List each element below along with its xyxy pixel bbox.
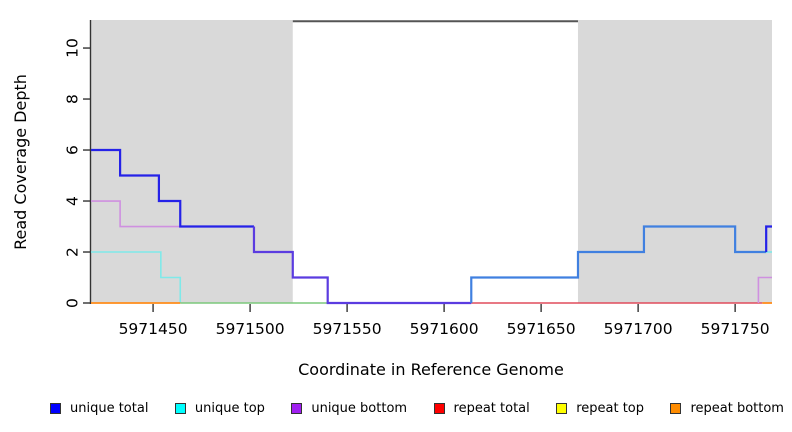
legend-swatch bbox=[291, 402, 303, 414]
legend-label: repeat top bbox=[576, 400, 644, 416]
legend-item-unique-top: unique top bbox=[174, 400, 265, 416]
x-tick-label: 5971700 bbox=[604, 320, 673, 338]
legend-label: repeat total bbox=[453, 400, 530, 416]
coverage-chart: 5971450 5971500 5971550 5971600 5971650 59717… bbox=[11, 20, 772, 379]
series-unique-total-left bbox=[91, 148, 254, 228]
y-tick-label: 4 bbox=[64, 196, 82, 206]
legend-item-repeat-total: repeat total bbox=[433, 400, 530, 416]
legend-swatch bbox=[433, 402, 445, 414]
right-shaded-region bbox=[577, 20, 772, 303]
legend-label: unique bottom bbox=[311, 400, 408, 416]
series-unique-total-mid-blend bbox=[252, 226, 472, 305]
chart-legend: unique total unique top unique bottom repea… bbox=[50, 398, 784, 418]
y-tick-label: 8 bbox=[64, 94, 82, 104]
x-axis-title: Coordinate in Reference Genome bbox=[298, 360, 564, 379]
legend-swatch bbox=[670, 402, 682, 414]
legend-item-unique-bottom: unique bottom bbox=[291, 401, 407, 416]
y-axis-title: Read Coverage Depth bbox=[11, 74, 30, 250]
x-tick-label: 5971500 bbox=[216, 320, 285, 338]
legend-label: unique total bbox=[70, 400, 149, 416]
x-tick-label: 5971750 bbox=[701, 320, 770, 338]
y-tick-label: 0 bbox=[64, 298, 82, 308]
legend-swatch bbox=[174, 402, 186, 414]
legend-item-unique-total: unique total bbox=[50, 401, 148, 416]
y-tick-label: 2 bbox=[64, 247, 82, 257]
series-unique-total-right bbox=[470, 225, 767, 303]
series-unique-top-left bbox=[91, 251, 182, 303]
legend-item-repeat-bottom: repeat bottom bbox=[670, 401, 784, 416]
series-unique-total-right-edge bbox=[765, 225, 772, 253]
legend-swatch bbox=[50, 402, 61, 414]
x-tick-label: 5971550 bbox=[313, 320, 382, 338]
left-shaded-region bbox=[91, 20, 293, 303]
series-unique-bottom-right bbox=[757, 276, 772, 303]
y-tick-label: 10 bbox=[64, 38, 82, 58]
legend-item-repeat-top: repeat top bbox=[556, 401, 644, 416]
x-tick-label: 5971650 bbox=[507, 320, 576, 338]
legend-label: repeat bottom bbox=[690, 400, 784, 416]
legend-swatch bbox=[556, 402, 568, 414]
x-tick-label: 5971600 bbox=[410, 320, 479, 338]
x-tick-label: 5971450 bbox=[119, 320, 188, 338]
y-tick-label: 6 bbox=[64, 145, 82, 155]
legend-label: unique top bbox=[194, 400, 265, 416]
